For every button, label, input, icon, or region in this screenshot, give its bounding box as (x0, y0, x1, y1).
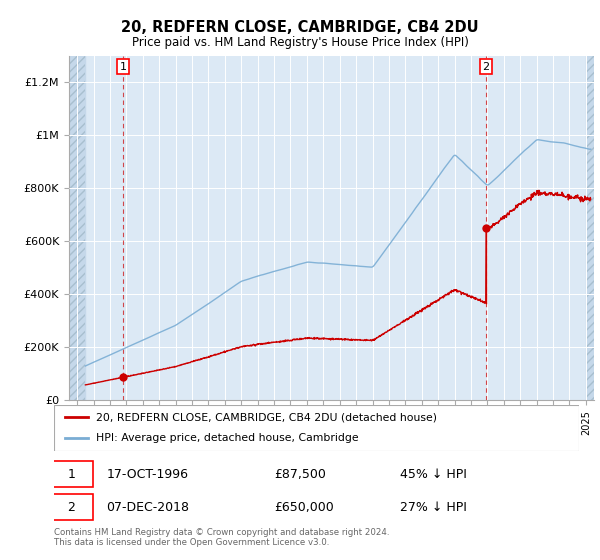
FancyBboxPatch shape (54, 405, 579, 451)
Bar (69, 56, 85, 400)
Text: 1: 1 (119, 62, 127, 72)
Text: 27% ↓ HPI: 27% ↓ HPI (401, 501, 467, 514)
Bar (586, 56, 594, 400)
Text: Contains HM Land Registry data © Crown copyright and database right 2024.
This d: Contains HM Land Registry data © Crown c… (54, 528, 389, 547)
Text: 1: 1 (67, 468, 75, 480)
Text: 07-DEC-2018: 07-DEC-2018 (107, 501, 190, 514)
Text: £650,000: £650,000 (275, 501, 334, 514)
Text: HPI: Average price, detached house, Cambridge: HPI: Average price, detached house, Camb… (96, 433, 359, 444)
Text: £87,500: £87,500 (275, 468, 326, 480)
Bar (69, 56, 85, 400)
Text: 17-OCT-1996: 17-OCT-1996 (107, 468, 188, 480)
Text: 2: 2 (482, 62, 490, 72)
Text: 2: 2 (67, 501, 75, 514)
Bar (586, 56, 594, 400)
Text: 20, REDFERN CLOSE, CAMBRIDGE, CB4 2DU: 20, REDFERN CLOSE, CAMBRIDGE, CB4 2DU (121, 20, 479, 35)
FancyBboxPatch shape (49, 461, 94, 487)
FancyBboxPatch shape (49, 494, 94, 520)
Text: 20, REDFERN CLOSE, CAMBRIDGE, CB4 2DU (detached house): 20, REDFERN CLOSE, CAMBRIDGE, CB4 2DU (d… (96, 412, 437, 422)
Text: 45% ↓ HPI: 45% ↓ HPI (401, 468, 467, 480)
Text: Price paid vs. HM Land Registry's House Price Index (HPI): Price paid vs. HM Land Registry's House … (131, 36, 469, 49)
